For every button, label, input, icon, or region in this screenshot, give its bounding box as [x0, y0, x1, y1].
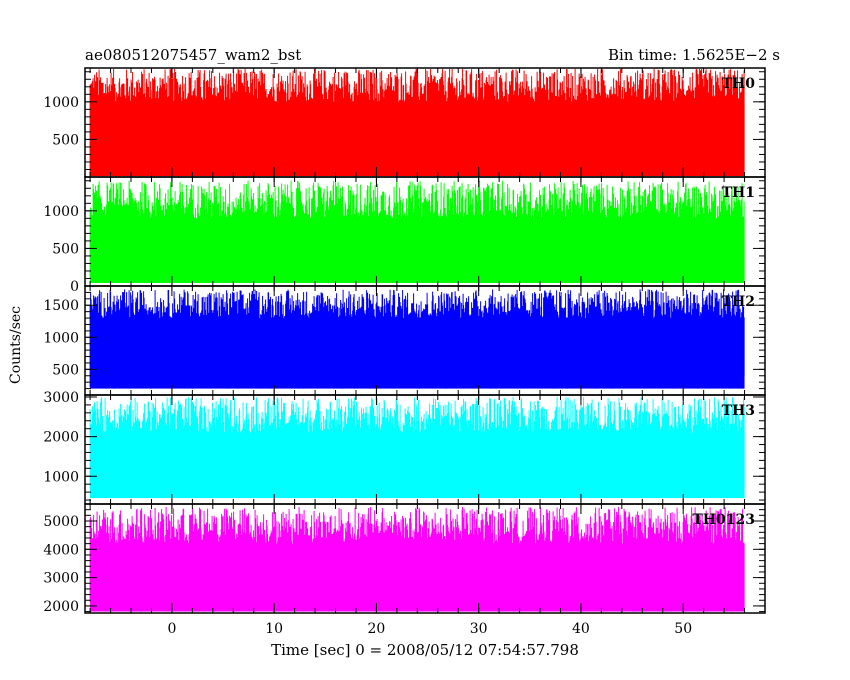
y-tick-label: 3000 [43, 571, 79, 587]
band-label-th2: TH2 [722, 294, 755, 310]
y-tick-label: 3000 [43, 390, 79, 406]
x-tick-label: 50 [674, 621, 692, 637]
band-label-th3: TH3 [722, 403, 755, 419]
band-label-th0: TH0 [722, 76, 756, 92]
y-tick-label: 5000 [43, 514, 79, 530]
series-line-th2 [89, 289, 745, 389]
y-tick-label: 2000 [43, 430, 79, 446]
series-line-th3 [89, 397, 745, 499]
band-label-th1: TH1 [722, 185, 755, 201]
chart-title: ae080512075457_wam2_bst [85, 46, 301, 64]
x-tick-label: 20 [368, 621, 386, 637]
y-tick-label: 1000 [43, 204, 79, 220]
y-tick-label: 1000 [43, 469, 79, 485]
y-tick-label: 1000 [43, 95, 79, 111]
y-tick-label: 2000 [43, 599, 79, 615]
y-axis-label: Counts/sec [8, 306, 24, 384]
panel-th0: 500 1000 TH0 [43, 67, 766, 178]
chart-subtitle: Bin time: 1.5625E−2 s [608, 46, 780, 64]
panel-frame [84, 503, 766, 614]
panel-th3: 1000 2000 3000 TH3 [43, 390, 766, 505]
x-tick-label: 30 [470, 621, 488, 637]
y-tick-label: 500 [52, 362, 79, 378]
x-axis-label: Time [sec] 0 = 2008/05/12 07:54:57.798 [271, 641, 579, 659]
y-tick-label: 1000 [43, 330, 79, 346]
panel-th2: 500 1000 1500 TH2 [43, 285, 766, 396]
panel-th1: 0 500 1000 TH1 [43, 176, 766, 295]
band-label-th0123: TH0123 [692, 512, 755, 528]
y-tick-label: 4000 [43, 542, 79, 558]
x-tick-label: 10 [265, 621, 283, 637]
y-tick-label: 500 [52, 132, 79, 148]
y-tick-label: 0 [70, 279, 79, 295]
y-tick-label: 1500 [43, 298, 79, 314]
series-line-th0 [89, 69, 745, 176]
x-tick-label: 0 [167, 621, 176, 637]
series-line-th0123 [89, 506, 745, 612]
y-tick-label: 500 [52, 241, 79, 257]
series-line-th1 [89, 180, 745, 283]
panel-th0123: 2000 3000 4000 5000 TH0123 [43, 503, 766, 615]
x-tick-label: 40 [572, 621, 590, 637]
